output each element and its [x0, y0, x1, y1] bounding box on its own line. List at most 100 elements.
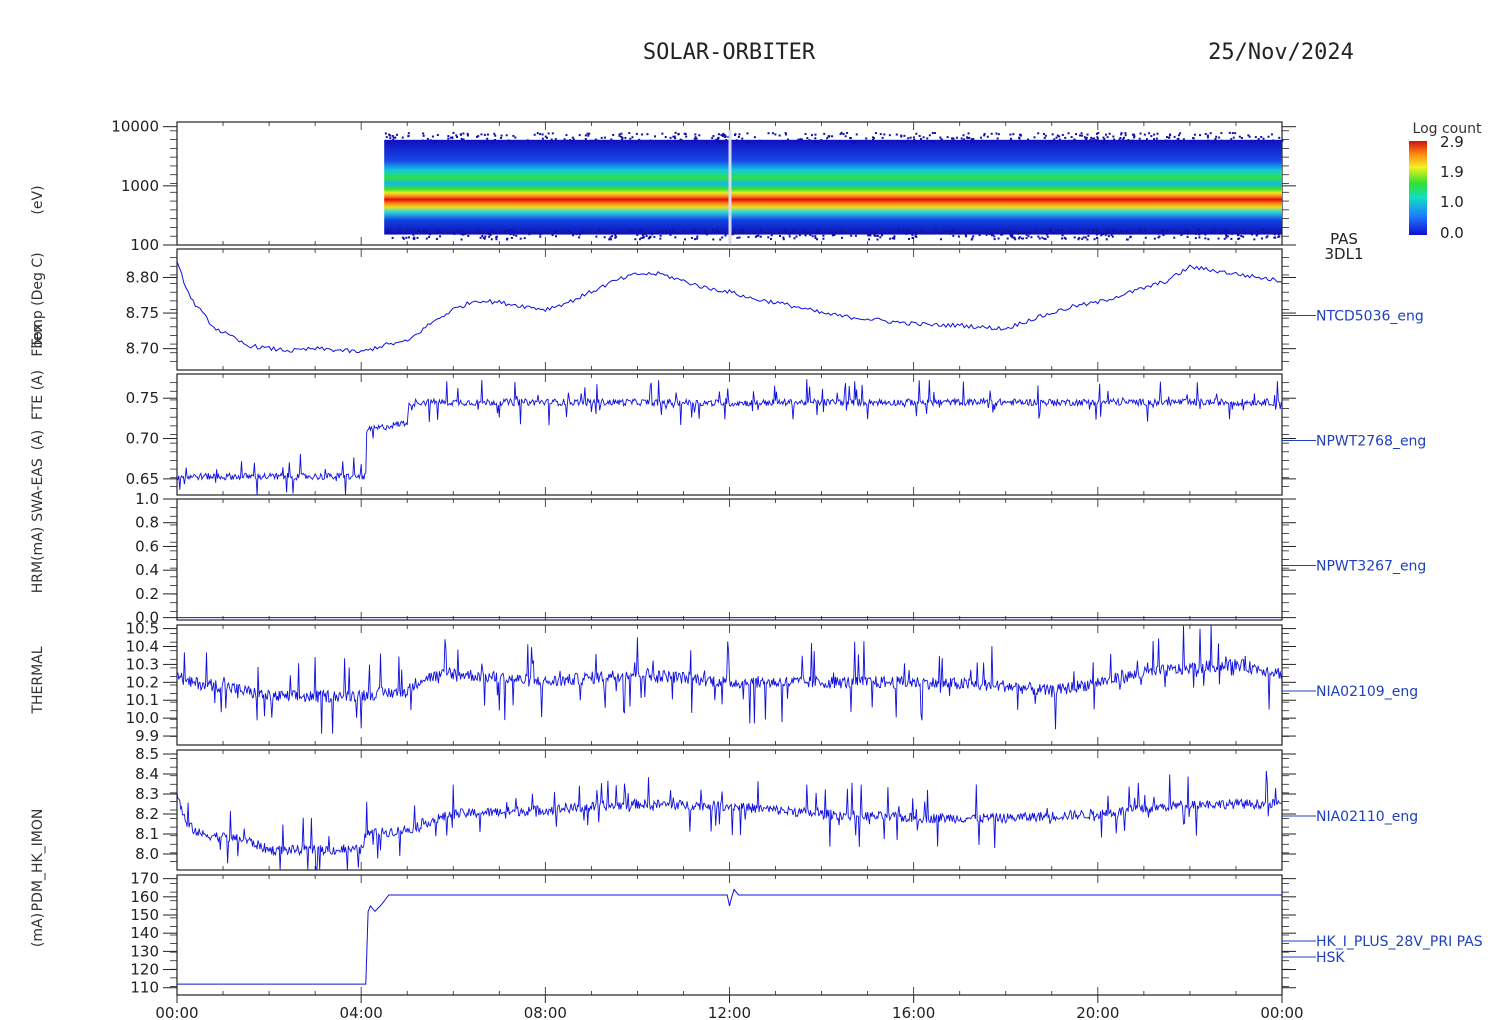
heatmap-dot	[914, 141, 917, 144]
heatmap-dot	[966, 232, 969, 235]
heatmap-dot	[1253, 238, 1256, 241]
heatmap-dot	[467, 234, 470, 237]
colorbar-tick-0: 2.9	[1440, 133, 1464, 151]
heatmap-dot	[1168, 136, 1171, 139]
series-line	[176, 261, 1283, 354]
heatmap-dot	[422, 134, 425, 137]
heatmap-dot	[1070, 136, 1073, 139]
heatmap-dot	[800, 138, 803, 141]
heatmap-dot	[1218, 136, 1221, 139]
heatmap-dot	[757, 234, 760, 237]
heatmap-dot	[536, 132, 539, 135]
heatmap-dot	[630, 141, 633, 144]
heatmap-dot	[803, 229, 806, 232]
y-tick-label: 0.75	[126, 389, 159, 407]
heatmap-dot	[457, 230, 460, 233]
heatmap-dot	[481, 231, 484, 234]
heatmap-dot	[571, 140, 574, 143]
colorbar: Log count 2.9 1.9 1.0 0.0	[1409, 121, 1482, 242]
heatmap-dot	[1249, 140, 1252, 143]
heatmap-dot	[597, 139, 600, 142]
heatmap-dot	[717, 139, 720, 142]
heatmap-dot	[1144, 229, 1147, 232]
heatmap-dot	[714, 138, 717, 141]
y-tick-label: 0.0	[135, 609, 159, 627]
heatmap-dot	[972, 138, 975, 141]
heatmap-dot	[795, 235, 798, 238]
heatmap-dot	[628, 229, 631, 232]
heatmap-dot	[588, 132, 591, 135]
heatmap-dot	[493, 132, 496, 135]
heatmap-dot	[888, 231, 891, 234]
heatmap-dot	[1227, 141, 1230, 144]
y-tick-label: 0.4	[135, 561, 159, 579]
heatmap-dot	[1007, 231, 1010, 234]
y-tick-label: 1.0	[135, 490, 159, 508]
heatmap-dot	[891, 237, 894, 240]
heatmap-dot	[946, 136, 949, 139]
heatmap-dot	[1010, 234, 1013, 237]
heatmap-dot	[1085, 136, 1088, 139]
heatmap-dot	[831, 234, 834, 237]
heatmap-dot	[1256, 230, 1259, 233]
heatmap-dot	[1140, 231, 1143, 234]
heatmap-dot	[436, 140, 439, 143]
heatmap-dot	[672, 232, 675, 235]
heatmap-dot	[1036, 229, 1039, 232]
heatmap-dot	[1209, 132, 1212, 135]
heatmap-dot	[983, 134, 986, 137]
heatmap-dot	[481, 235, 484, 238]
heatmap-dot	[551, 233, 554, 236]
heatmap-dot	[980, 136, 983, 139]
heatmap-dot	[642, 236, 645, 239]
heatmap-dot	[389, 137, 392, 140]
heatmap-dot	[523, 237, 526, 240]
heatmap-dot	[1256, 233, 1259, 236]
heatmap-dot	[476, 228, 479, 231]
heatmap-dot	[1058, 135, 1061, 138]
panel-frame	[176, 373, 1283, 496]
heatmap-dot	[653, 236, 656, 239]
heatmap-dot	[1018, 230, 1021, 233]
heatmap-dot	[1127, 231, 1130, 234]
heatmap-dot	[1214, 141, 1217, 144]
heatmap-dot	[1043, 136, 1046, 139]
y-ticks: 10000 1000 100	[111, 118, 1296, 254]
heatmap-dot	[1227, 231, 1230, 234]
heatmap-dot	[611, 235, 614, 238]
heatmap-dot	[988, 233, 991, 236]
heatmap-dot	[1228, 131, 1231, 134]
heatmap-dot	[770, 234, 773, 237]
heatmap-dot	[1067, 132, 1070, 135]
heatmap-dot	[594, 138, 597, 141]
heatmap-dot	[1018, 136, 1021, 139]
heatmap-dot	[722, 135, 725, 138]
heatmap-dot	[638, 138, 641, 141]
y-label-9: SWA-EAS	[30, 458, 46, 522]
heatmap-dot	[1153, 229, 1156, 232]
heatmap-dot	[938, 231, 941, 234]
heatmap-dot	[609, 238, 612, 241]
heatmap-dot	[1180, 234, 1183, 237]
heatmap-dot	[1090, 136, 1093, 139]
heatmap-dot	[1126, 139, 1129, 142]
heatmap-dot	[960, 137, 963, 140]
heatmap-dot	[900, 134, 903, 137]
heatmap-dot	[646, 133, 649, 136]
heatmap-dot	[1050, 140, 1053, 143]
heatmap-dot	[467, 140, 470, 143]
heatmap-dot	[1206, 134, 1209, 137]
heatmap-dot	[692, 230, 695, 233]
heatmap-dot	[820, 139, 823, 142]
heatmap-dot	[1001, 233, 1004, 236]
heatmap-dot	[429, 139, 432, 142]
heatmap-dot	[767, 132, 770, 135]
heatmap-dot	[512, 140, 515, 143]
heatmap-dot	[964, 234, 967, 237]
heatmap-dot	[673, 135, 676, 138]
heatmap-dot	[874, 234, 877, 237]
heatmap-dot	[1087, 228, 1090, 231]
heatmap-dot	[717, 133, 720, 136]
heatmap-dot	[1094, 139, 1097, 142]
y-label-3: Fbox	[30, 323, 46, 356]
